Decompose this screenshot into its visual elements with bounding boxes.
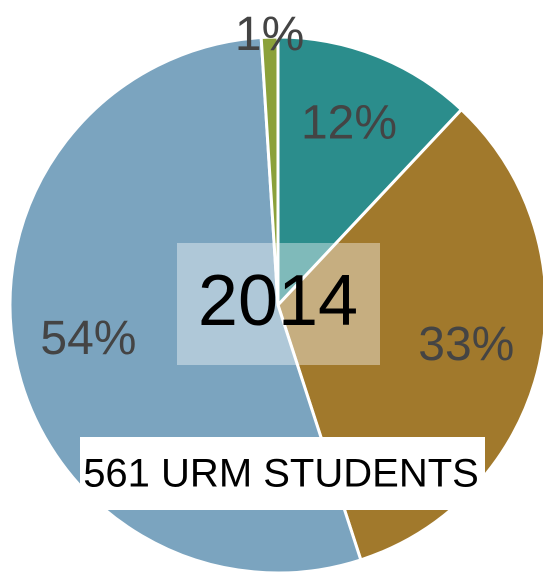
note-box bbox=[80, 437, 485, 510]
value-label: 33% bbox=[418, 318, 514, 371]
note: 561 URM STUDENTS bbox=[83, 452, 479, 496]
center-box bbox=[177, 243, 380, 365]
value-label: 12% bbox=[301, 96, 397, 149]
slice bbox=[276, 35, 464, 309]
value-label: 1% bbox=[235, 8, 304, 61]
value-label: 54% bbox=[40, 312, 136, 365]
center-label: 2014 bbox=[198, 261, 358, 341]
slice bbox=[259, 35, 280, 306]
labels: 12% 33% 54% 1% bbox=[40, 8, 514, 371]
